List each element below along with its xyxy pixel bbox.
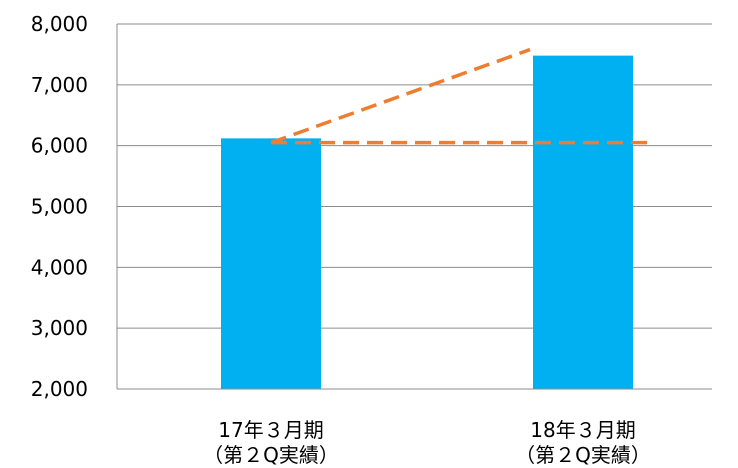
dashed-line-1 <box>270 47 531 145</box>
y-tick-label: 2,000 <box>31 377 88 401</box>
axes <box>116 24 712 390</box>
y-tick-label: 5,000 <box>31 195 88 219</box>
x-tick-labels: 17年３月期（第２Q実績）18年３月期（第２Q実績） <box>203 418 651 467</box>
y-tick-label: 7,000 <box>31 73 88 97</box>
dashed-annotations <box>270 47 648 145</box>
bars <box>221 55 633 390</box>
bar-1 <box>221 138 321 389</box>
x-tick-label: 17年３月期 <box>218 418 323 442</box>
y-tick-labels: 2,000 3,000 4,000 5,000 6,000 7,000 8,000 <box>31 12 88 401</box>
x-tick-label: 18年３月期 <box>530 418 635 442</box>
y-tick-label: 6,000 <box>31 134 88 158</box>
y-tick-label: 4,000 <box>31 255 88 279</box>
x-tick-label: （第２Q実績） <box>203 443 339 467</box>
y-tick-label: 3,000 <box>31 316 88 340</box>
y-tick-label: 8,000 <box>31 12 88 36</box>
x-tick-label: （第２Q実績） <box>515 443 651 467</box>
bar-2 <box>533 55 633 390</box>
